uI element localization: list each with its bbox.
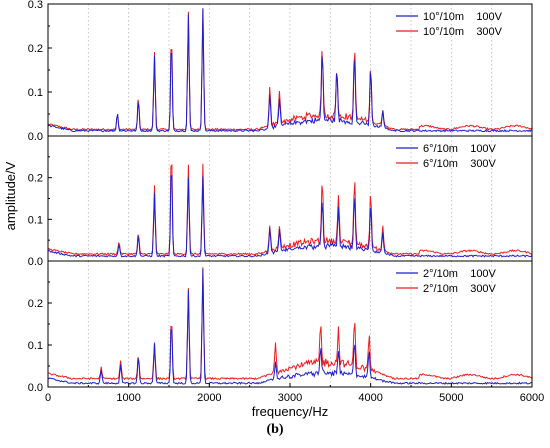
y-tick-label-top: 0.2 [28,43,43,55]
series-middle-300V [47,163,533,256]
legend-label-top-100V: 10°/10m 100V [423,11,503,23]
y-tick-label-top: 0.0 [28,131,43,143]
legend-label-bottom-100V: 2°/10m 100V [423,268,497,280]
x-tick-label: 0 [45,392,51,404]
y-axis-label: amplitude/V [3,161,18,230]
panel-bottom: 0.0 0.1 0.2 2°/10m 100V 2°/10m 300V [28,260,533,394]
y-tick-label-middle: 0.2 [28,173,43,185]
x-tick-label: 1000 [116,392,140,404]
legend-label-bottom-300V: 2°/10m 300V [423,283,497,295]
y-tick-label-middle: 0.0 [28,256,43,268]
x-tick-label: 6000 [520,392,544,404]
y-tick-label-top: 0.1 [28,87,43,99]
y-tick-label-middle: 0.1 [28,214,43,226]
x-tick-label: 5000 [439,392,463,404]
y-tick-label-bottom: 0.2 [28,298,43,310]
x-tick-label: 4000 [358,392,382,404]
figure-caption: (b) [266,422,284,437]
series-middle-100V [47,175,533,258]
y-tick-label-bottom: 0.0 [28,382,43,394]
panel-middle: 0.0 0.1 0.2 6°/10m 100V 6°/10m 300V [28,135,533,268]
legend-label-middle-300V: 6°/10m 300V [423,158,497,170]
legend-label-middle-100V: 6°/10m 100V [423,143,497,155]
series-top-100V [47,8,533,133]
x-axis-label: frequency/Hz [252,404,329,419]
x-tick-label: 2000 [197,392,221,404]
y-tick-label-top: 0.3 [28,0,43,11]
series-bottom-300V [48,267,533,381]
legend-label-top-300V: 10°/10m 300V [423,26,503,38]
x-tick-label: 3000 [278,392,302,404]
panel-top: 0.0 0.1 0.2 0.3 10°/10m 100V 10°/10m 300V [28,0,533,143]
y-tick-label-bottom: 0.1 [28,340,43,352]
